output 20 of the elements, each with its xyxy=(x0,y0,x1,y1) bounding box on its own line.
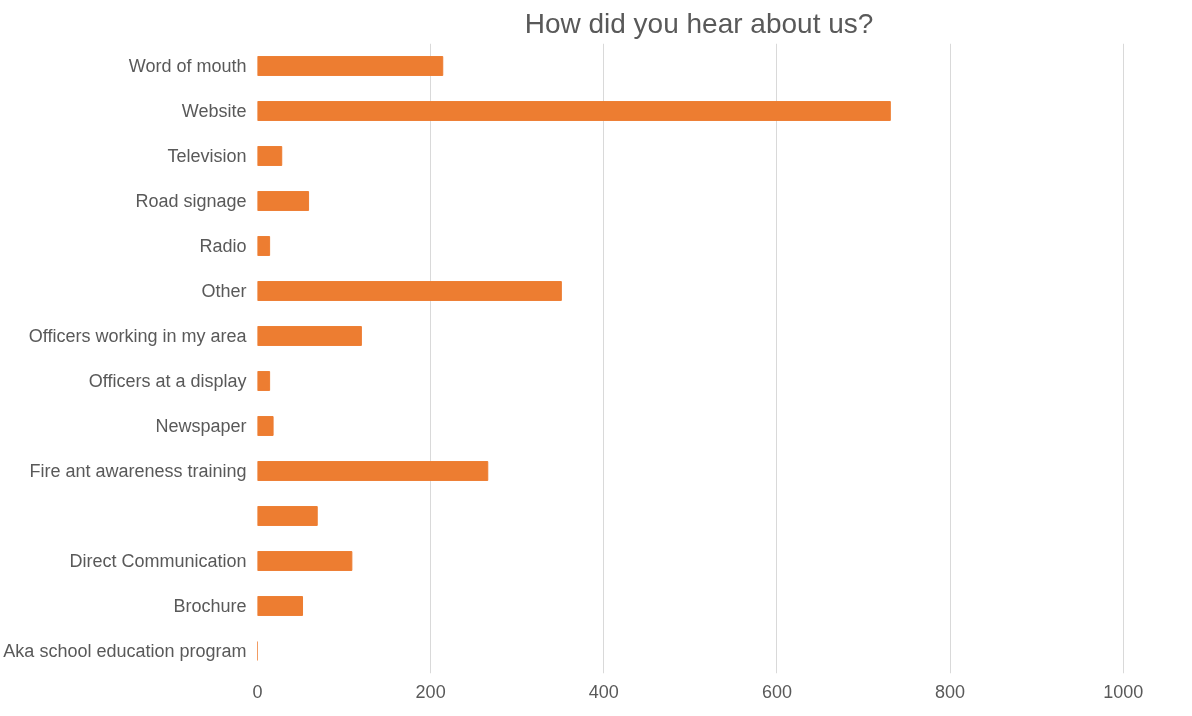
y-tick-label: Road signage xyxy=(135,191,247,211)
chart-title: How did you hear about us? xyxy=(524,7,874,39)
y-tick-label: Website xyxy=(181,101,247,121)
y-tick-label: Aka school education program xyxy=(3,641,247,661)
y-tick-label: Other xyxy=(201,281,247,301)
y-tick-label: Fire ant awareness training xyxy=(29,461,247,481)
y-tick-label: Officers at a display xyxy=(88,371,247,391)
x-tick-label: 400 xyxy=(588,681,619,702)
y-tick-label: Word of mouth xyxy=(128,56,247,76)
y-tick-label: Direct Communication xyxy=(69,551,247,571)
y-tick-label: Television xyxy=(167,146,247,166)
y-tick-label: Radio xyxy=(199,236,247,256)
y-tick-label: Newspaper xyxy=(155,416,247,436)
x-tick-label: 800 xyxy=(935,681,966,702)
x-tick-label: 1000 xyxy=(1103,681,1144,702)
x-tick-label: 0 xyxy=(252,681,263,702)
y-tick-label: Officers working in my area xyxy=(28,326,248,346)
y-tick-label: Brochure xyxy=(173,596,247,616)
x-tick-label: 200 xyxy=(415,681,446,702)
x-tick-label: 600 xyxy=(761,681,792,702)
